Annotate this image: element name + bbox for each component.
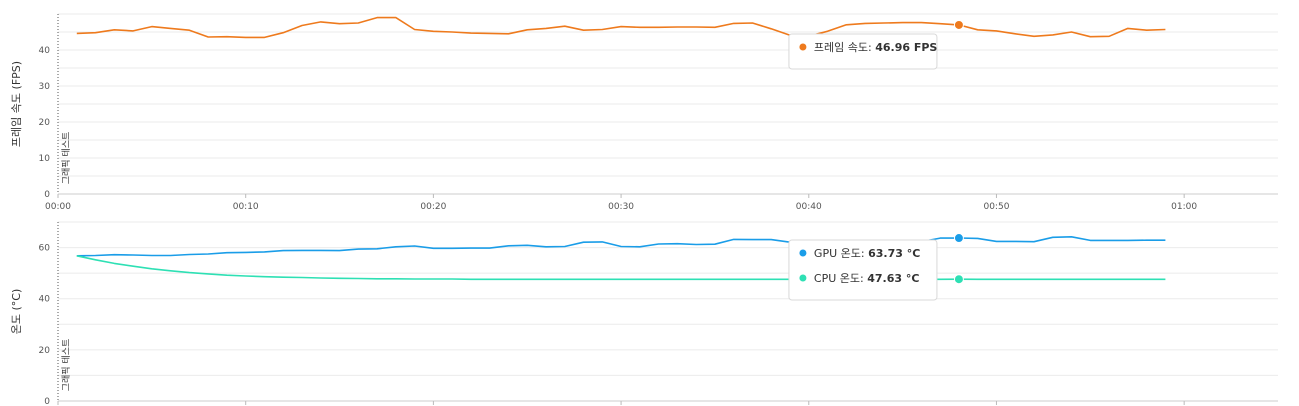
tooltip-box (788, 33, 938, 70)
segment-label: 그래픽 테스트 (61, 339, 72, 392)
x-tick-label: 00:50 (983, 202, 1009, 212)
chart-panel-1: 0 10 20 30 40 00:00 00:10 00:20 00:30 00:40 00:50 0… (10, 13, 1278, 212)
tooltip-text: CPU 온도: 47.63 °C (814, 272, 920, 285)
tooltip-dot (799, 274, 807, 282)
segment-label: 그래픽 테스트 (61, 132, 72, 185)
chart-panel-2: 0 20 40 60 온도 (°C) 그래픽 테스트 GPU 온도: 63.73 °C CPU… (10, 221, 1278, 406)
x-tick-label: 00:40 (796, 202, 822, 212)
y-tick-label: 10 (39, 154, 51, 164)
y-tick-label: 20 (39, 346, 51, 356)
hover-point (953, 233, 964, 244)
tooltip-dot (799, 249, 807, 257)
series-line (76, 236, 1166, 257)
x-tick-label: 00:10 (233, 202, 259, 212)
hover-point (953, 19, 964, 30)
y-axis-label: 프레임 속도 (FPS) (10, 61, 23, 147)
tooltip: GPU 온도: 63.73 °C CPU 온도: 47.63 °C (788, 239, 938, 301)
y-tick-label: 0 (44, 190, 50, 200)
y-tick-label: 40 (39, 295, 51, 305)
y-tick-label: 40 (39, 46, 51, 56)
series-line (76, 16, 1166, 39)
tooltip: 프레임 속도: 46.96 FPS (788, 33, 938, 70)
tooltip-text: 프레임 속도: 46.96 FPS (814, 41, 938, 54)
hover-point (953, 274, 964, 285)
tooltip-text: GPU 온도: 63.73 °C (814, 247, 920, 260)
y-tick-label: 60 (39, 244, 51, 254)
y-tick-label: 30 (39, 82, 51, 92)
x-tick-label: 00:00 (45, 202, 71, 212)
y-axis-label: 온도 (°C) (10, 289, 23, 335)
y-tick-label: 20 (39, 118, 51, 128)
series-line (76, 255, 1166, 281)
tooltip-dot (799, 43, 807, 51)
x-tick-label: 01:00 (1171, 202, 1197, 212)
x-tick-label: 00:30 (608, 202, 634, 212)
tooltip-box (788, 239, 938, 301)
y-tick-label: 0 (44, 397, 50, 406)
x-tick-label: 00:20 (420, 202, 446, 212)
